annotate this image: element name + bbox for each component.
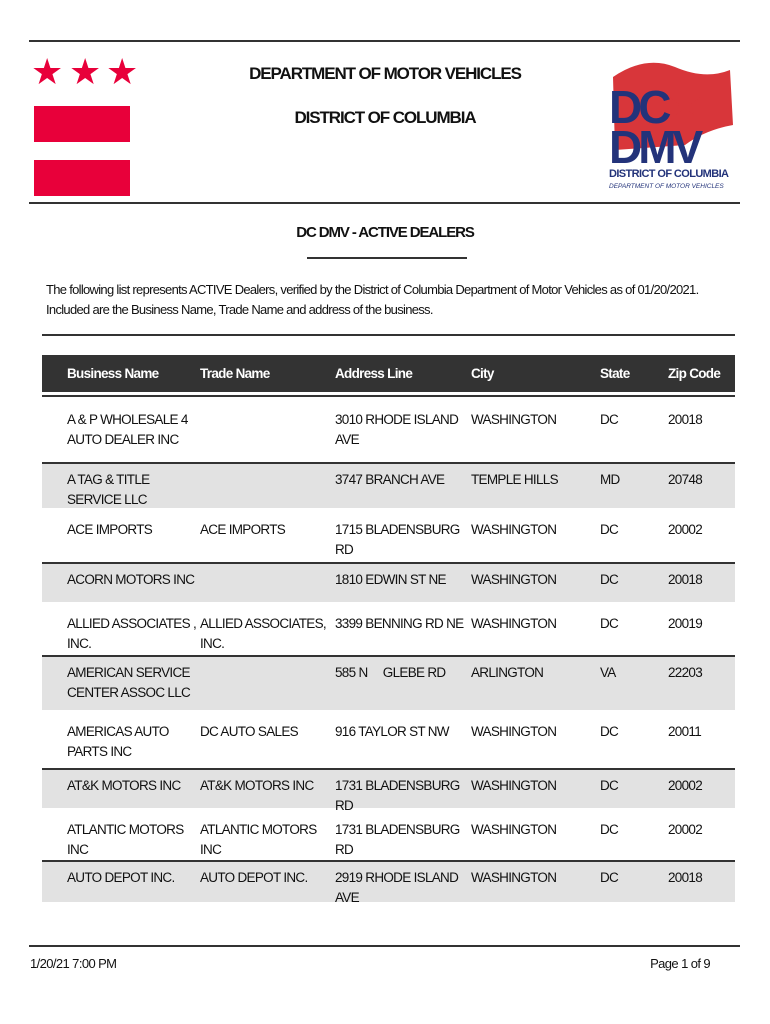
- table-cell: 20002: [668, 522, 703, 537]
- table-row: ACE IMPORTS ACE IMPORTS 1715 BLADENSBURG R…: [42, 508, 735, 562]
- table-row: A TAG & TITLE SERVICE LLC 3747 BRANCH AVE…: [42, 462, 735, 508]
- footer-rule: [29, 945, 740, 947]
- header-rule: [29, 202, 740, 204]
- table-cell: ARLINGTON: [471, 665, 544, 680]
- table-cell: 20018: [668, 870, 703, 885]
- title-underline: [307, 257, 467, 259]
- table-row: AMERICAN SERVICE CENTER ASSOC LLC 585 N G…: [42, 655, 735, 710]
- table-cell: ALLIED ASSOCIATES , INC.: [67, 616, 200, 651]
- table-row: ACORN MOTORS INC 1810 EDWIN ST NE WASHINGT…: [42, 562, 735, 602]
- table-cell: 20019: [668, 616, 703, 631]
- table-cell: AMERICAN SERVICE CENTER ASSOC LLC: [67, 665, 193, 700]
- table-cell: WASHINGTON: [471, 778, 557, 793]
- table-cell: 1731 BLADENSBURG RD: [335, 822, 463, 857]
- table-cell: WASHINGTON: [471, 724, 557, 739]
- table-cell: AUTO DEPOT INC.: [200, 870, 308, 885]
- column-header: Zip Code: [668, 366, 721, 381]
- table-cell: 20002: [668, 778, 703, 793]
- table-cell: DC: [600, 412, 619, 427]
- table-cell: 20002: [668, 822, 703, 837]
- table-cell: DC: [600, 616, 619, 631]
- header-underline: [42, 395, 735, 397]
- table-cell: 1715 BLADENSBURG RD: [335, 522, 463, 557]
- column-header: Trade Name: [200, 366, 270, 381]
- table-cell: 3399 BENNING RD NE: [335, 616, 464, 631]
- table-cell: ACE IMPORTS: [67, 522, 153, 537]
- table-cell: WASHINGTON: [471, 572, 557, 587]
- agency-subtitle: DISTRICT OF COLUMBIA: [294, 108, 476, 127]
- table-cell: AUTO DEPOT INC.: [67, 870, 175, 885]
- table-cell: 585 N GLEBE RD: [335, 665, 446, 680]
- table-cell: TEMPLE HILLS: [471, 472, 559, 487]
- page-number: Page 1 of 9: [650, 956, 711, 971]
- svg-text:★: ★: [667, 80, 703, 124]
- table-cell: 1810 EDWIN ST NE: [335, 572, 447, 587]
- star-icon: ★: [106, 51, 139, 92]
- dc-dmv-logo: DC ★ DMV DISTRICT OF COLUMBIA DEPARTMENT…: [609, 62, 733, 190]
- table-cell: WASHINGTON: [471, 822, 557, 837]
- column-header: City: [471, 366, 494, 381]
- table-cell: 916 TAYLOR ST NW: [335, 724, 450, 739]
- flag-bar: [34, 106, 130, 142]
- table-cell: WASHINGTON: [471, 412, 557, 427]
- table-cell: AMERICAS AUTO PARTS INC: [67, 724, 172, 759]
- table-row: AT&K MOTORS INC AT&K MOTORS INC 1731 BLADE…: [42, 768, 735, 813]
- table-cell: VA: [600, 665, 616, 680]
- svg-text:DISTRICT OF COLUMBIA: DISTRICT OF COLUMBIA: [609, 168, 729, 180]
- table-cell: DC: [600, 572, 619, 587]
- table-cell: ATLANTIC MOTORS INC: [200, 822, 320, 857]
- table-cell: 22203: [668, 665, 703, 680]
- table-row: A & P WHOLESALE 4 AUTO DEALER INC 3010 RH…: [42, 398, 735, 462]
- footer-timestamp: 1/20/21 7:00 PM: [30, 956, 117, 971]
- top-rule: [29, 40, 740, 42]
- table-cell: 20748: [668, 472, 703, 487]
- table-cell: AT&K MOTORS INC: [67, 778, 181, 793]
- agency-title: DEPARTMENT OF MOTOR VEHICLES: [249, 64, 522, 83]
- table-top-rule: [42, 334, 735, 336]
- table-row: ATLANTIC MOTORS INC ATLANTIC MOTORS INC 17…: [42, 808, 735, 860]
- table-header: Business Name Trade Name Address Line City S…: [42, 355, 735, 392]
- column-header: Address Line: [335, 366, 413, 381]
- table-cell: ACE IMPORTS: [200, 522, 286, 537]
- star-icon: ★: [69, 51, 102, 92]
- table-cell: DC: [600, 870, 619, 885]
- column-header: State: [600, 366, 630, 381]
- table-cell: DC: [600, 778, 619, 793]
- table-cell: WASHINGTON: [471, 522, 557, 537]
- table-cell: ACORN MOTORS INC: [67, 572, 195, 587]
- svg-text:DMV: DMV: [609, 121, 704, 173]
- flag-bar: [34, 160, 130, 196]
- table-cell: MD: [600, 472, 620, 487]
- table-row: ALLIED ASSOCIATES , INC. ALLIED ASSOCIATE…: [42, 602, 735, 655]
- table-cell: A & P WHOLESALE 4 AUTO DEALER INC: [67, 412, 190, 447]
- table-cell: AT&K MOTORS INC: [200, 778, 314, 793]
- table-cell: DC: [600, 522, 619, 537]
- svg-text:DC: DC: [609, 81, 670, 133]
- table-cell: 1731 BLADENSBURG RD: [335, 778, 463, 813]
- table-cell: DC: [600, 724, 619, 739]
- table-cell: WASHINGTON: [471, 870, 557, 885]
- table-cell: 3747 BRANCH AVE: [335, 472, 445, 487]
- table-cell: A TAG & TITLE SERVICE LLC: [67, 472, 153, 507]
- table-cell: 20011: [668, 724, 702, 739]
- table-row: AMERICAS AUTO PARTS INC DC AUTO SALES 916 …: [42, 710, 735, 768]
- table-cell: 2919 RHODE ISLAND AVE: [335, 870, 461, 905]
- table-cell: ALLIED ASSOCIATES, INC.: [200, 616, 330, 651]
- table-cell: DC: [600, 822, 619, 837]
- table-cell: WASHINGTON: [471, 616, 557, 631]
- table-cell: 20018: [668, 412, 703, 427]
- table-cell: ATLANTIC MOTORS INC: [67, 822, 187, 857]
- svg-text:DEPARTMENT OF MOTOR VEHICLES: DEPARTMENT OF MOTOR VEHICLES: [609, 183, 724, 190]
- report-title: DC DMV - ACTIVE DEALERS: [296, 224, 475, 241]
- table-cell: 3010 RHODE ISLAND AVE: [335, 412, 461, 447]
- star-icon: ★: [31, 51, 64, 92]
- table-cell: DC AUTO SALES: [200, 724, 299, 739]
- column-header: Business Name: [67, 366, 159, 381]
- table-row: AUTO DEPOT INC. AUTO DEPOT INC. 2919 RHODE…: [42, 860, 735, 905]
- intro-text: The following list represents ACTIVE Dea…: [46, 282, 699, 317]
- table-cell: 20018: [668, 572, 703, 587]
